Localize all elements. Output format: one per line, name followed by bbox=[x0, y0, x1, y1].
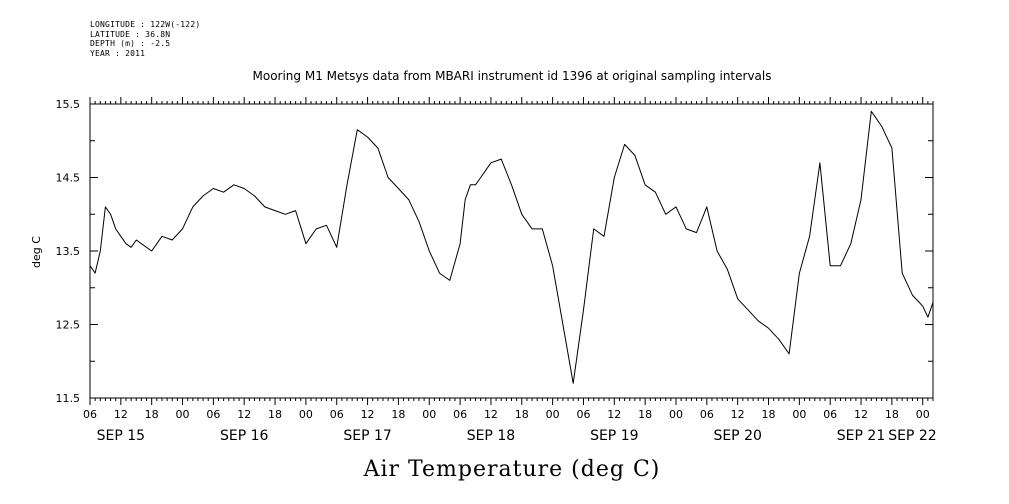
x-hour-label: 12 bbox=[361, 408, 375, 421]
x-hour-label: 00 bbox=[176, 408, 190, 421]
x-hour-label: 06 bbox=[700, 408, 714, 421]
y-axis: 15.5 14.5 13.5 12.5 11.5 bbox=[56, 98, 933, 405]
x-hour-label: 18 bbox=[391, 408, 405, 421]
y-tick-label: 14.5 bbox=[56, 172, 81, 185]
y-tick-label: 12.5 bbox=[56, 319, 81, 332]
x-hour-label: 12 bbox=[114, 408, 128, 421]
x-hour-label: 12 bbox=[607, 408, 621, 421]
y-tick-label: 11.5 bbox=[56, 392, 81, 405]
y-axis-label: deg C bbox=[30, 236, 43, 268]
x-date-label: SEP 17 bbox=[343, 428, 391, 444]
x-hour-label: 18 bbox=[885, 408, 899, 421]
x-hour-label: 00 bbox=[792, 408, 806, 421]
x-hour-label: 12 bbox=[237, 408, 251, 421]
x-hour-label: 18 bbox=[762, 408, 776, 421]
year-text: YEAR : 2011 bbox=[90, 48, 146, 58]
y-tick-label: 15.5 bbox=[56, 98, 81, 111]
x-hour-label: 12 bbox=[484, 408, 498, 421]
x-hour-label: 06 bbox=[823, 408, 837, 421]
series-line bbox=[89, 110, 934, 384]
x-axis-label: Air Temperature (deg C) bbox=[363, 457, 661, 482]
longitude-text: LONGITUDE : 122W(-122) bbox=[90, 20, 201, 29]
x-hour-label: 06 bbox=[206, 408, 220, 421]
series-group bbox=[89, 110, 934, 384]
x-hour-label: 06 bbox=[330, 408, 344, 421]
x-hour-label: 00 bbox=[422, 408, 436, 421]
x-date-label: SEP 22 bbox=[888, 428, 936, 444]
x-hour-label: 18 bbox=[638, 408, 652, 421]
x-date-label: SEP 19 bbox=[590, 428, 638, 444]
x-date-label: SEP 20 bbox=[713, 428, 761, 444]
x-hour-label: 18 bbox=[145, 408, 159, 421]
x-hour-label: 06 bbox=[453, 408, 467, 421]
latitude-text: LATITUDE : 36.8N bbox=[90, 29, 171, 39]
depth-text: DEPTH (m) : -2.5 bbox=[90, 39, 171, 48]
chart-title: Mooring M1 Metsys data from MBARI instru… bbox=[253, 69, 772, 83]
x-hour-label: 00 bbox=[299, 408, 313, 421]
x-date-label: SEP 15 bbox=[97, 428, 145, 444]
plot-frame bbox=[89, 103, 934, 399]
x-axis: 06 12 18 00 06 12 18 00 06 12 18 00 06 12 18 00 06 12 18 00… bbox=[83, 97, 937, 444]
x-hour-label: 06 bbox=[576, 408, 590, 421]
x-date-label: SEP 18 bbox=[467, 428, 515, 444]
x-hour-label: 18 bbox=[515, 408, 529, 421]
y-tick-label: 13.5 bbox=[56, 245, 81, 258]
x-hour-label: 18 bbox=[268, 408, 282, 421]
x-hour-label: 12 bbox=[854, 408, 868, 421]
x-hour-label: 00 bbox=[546, 408, 560, 421]
x-hour-label: 12 bbox=[731, 408, 745, 421]
metadata-block: LONGITUDE : 122W(-122) LATITUDE : 36.8N … bbox=[90, 20, 200, 58]
x-hour-label: 06 bbox=[83, 408, 97, 421]
x-hour-label: 00 bbox=[669, 408, 683, 421]
x-hour-label: 00 bbox=[916, 408, 930, 421]
x-date-label: SEP 21 bbox=[837, 428, 885, 444]
x-date-label: SEP 16 bbox=[220, 428, 269, 444]
